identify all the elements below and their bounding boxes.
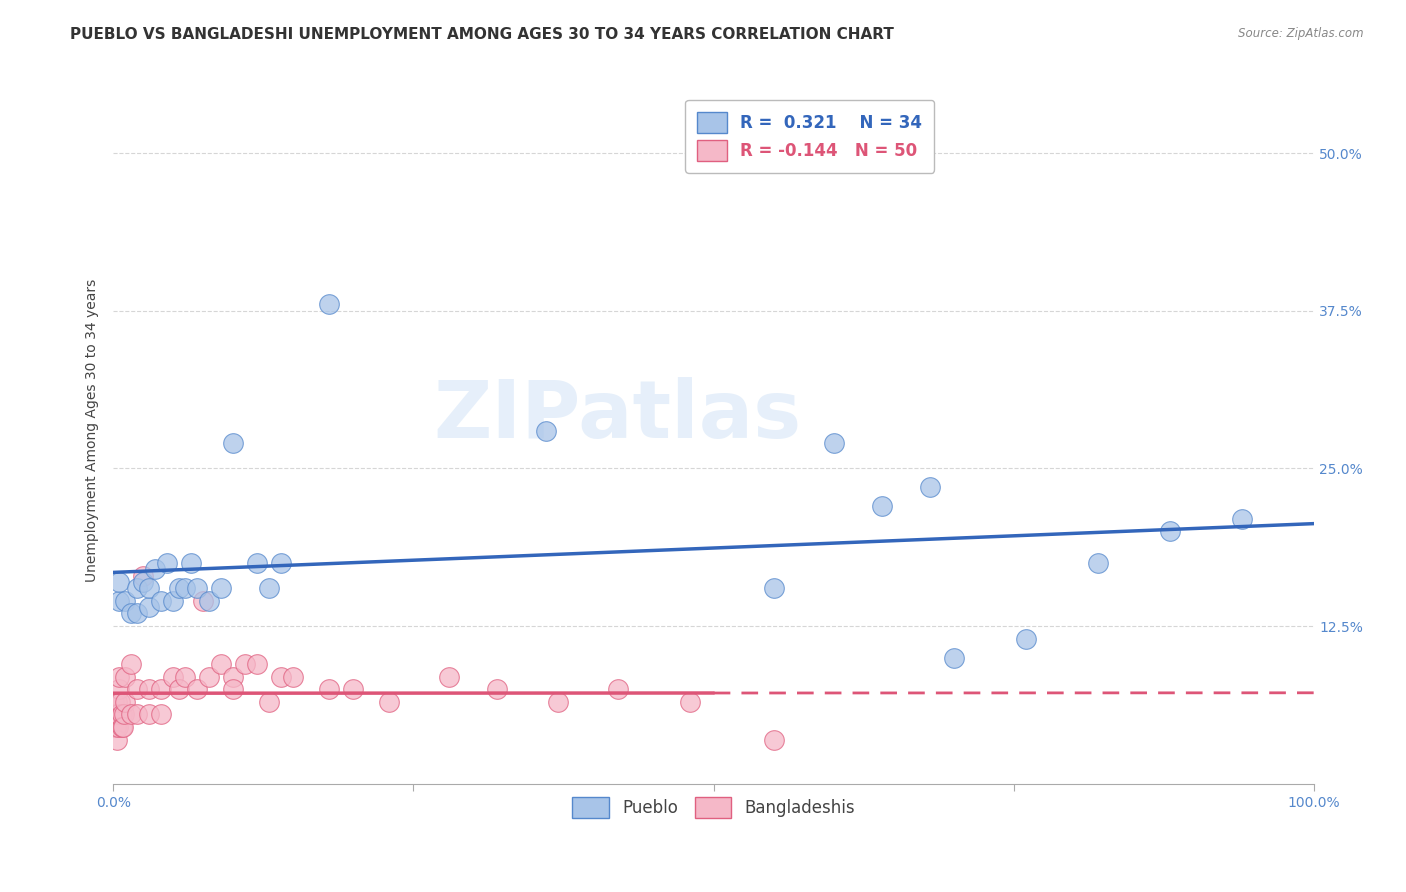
Point	[127, 607, 149, 621]
Point	[198, 669, 221, 683]
Point	[143, 562, 166, 576]
Point	[120, 707, 142, 722]
Point	[108, 669, 131, 683]
Text: Source: ZipAtlas.com: Source: ZipAtlas.com	[1239, 27, 1364, 40]
Point	[246, 657, 269, 671]
Point	[186, 581, 208, 595]
Point	[162, 669, 184, 683]
Point	[138, 600, 160, 615]
Point	[547, 695, 569, 709]
Point	[1015, 632, 1038, 646]
Point	[127, 581, 149, 595]
Point	[209, 657, 232, 671]
Point	[120, 657, 142, 671]
Point	[127, 707, 149, 722]
Point	[167, 581, 190, 595]
Point	[270, 669, 292, 683]
Point	[120, 607, 142, 621]
Point	[132, 574, 155, 589]
Point	[486, 682, 509, 697]
Point	[150, 707, 173, 722]
Point	[110, 695, 132, 709]
Point	[114, 594, 136, 608]
Point	[110, 720, 132, 734]
Text: PUEBLO VS BANGLADESHI UNEMPLOYMENT AMONG AGES 30 TO 34 YEARS CORRELATION CHART: PUEBLO VS BANGLADESHI UNEMPLOYMENT AMONG…	[70, 27, 894, 42]
Legend: Pueblo, Bangladeshis: Pueblo, Bangladeshis	[565, 790, 862, 825]
Point	[150, 594, 173, 608]
Point	[107, 707, 129, 722]
Point	[174, 581, 197, 595]
Point	[1087, 556, 1109, 570]
Point	[127, 682, 149, 697]
Point	[823, 436, 845, 450]
Point	[270, 556, 292, 570]
Point	[762, 581, 785, 595]
Point	[150, 682, 173, 697]
Point	[103, 695, 125, 709]
Point	[378, 695, 401, 709]
Point	[108, 682, 131, 697]
Point	[198, 594, 221, 608]
Point	[186, 682, 208, 697]
Point	[138, 707, 160, 722]
Point	[156, 556, 179, 570]
Point	[534, 424, 557, 438]
Point	[174, 669, 197, 683]
Point	[870, 500, 893, 514]
Point	[138, 581, 160, 595]
Point	[259, 695, 281, 709]
Point	[105, 695, 128, 709]
Point	[283, 669, 305, 683]
Point	[942, 650, 965, 665]
Point	[679, 695, 702, 709]
Point	[104, 720, 127, 734]
Point	[1230, 512, 1253, 526]
Point	[162, 594, 184, 608]
Point	[762, 732, 785, 747]
Point	[318, 682, 340, 697]
Point	[222, 436, 245, 450]
Point	[318, 297, 340, 311]
Point	[193, 594, 215, 608]
Point	[606, 682, 628, 697]
Point	[167, 682, 190, 697]
Point	[209, 581, 232, 595]
Point	[918, 480, 941, 494]
Point	[111, 720, 134, 734]
Point	[104, 720, 127, 734]
Point	[112, 707, 135, 722]
Point	[114, 669, 136, 683]
Point	[233, 657, 256, 671]
Point	[103, 707, 125, 722]
Point	[114, 695, 136, 709]
Point	[110, 707, 132, 722]
Point	[439, 669, 461, 683]
Point	[108, 574, 131, 589]
Point	[103, 707, 125, 722]
Point	[138, 682, 160, 697]
Point	[108, 594, 131, 608]
Y-axis label: Unemployment Among Ages 30 to 34 years: Unemployment Among Ages 30 to 34 years	[86, 279, 100, 582]
Point	[222, 682, 245, 697]
Point	[107, 720, 129, 734]
Text: ZIPatlas: ZIPatlas	[433, 377, 801, 456]
Point	[105, 732, 128, 747]
Point	[246, 556, 269, 570]
Point	[132, 568, 155, 582]
Point	[259, 581, 281, 595]
Point	[342, 682, 364, 697]
Point	[222, 669, 245, 683]
Point	[1159, 524, 1181, 539]
Point	[180, 556, 202, 570]
